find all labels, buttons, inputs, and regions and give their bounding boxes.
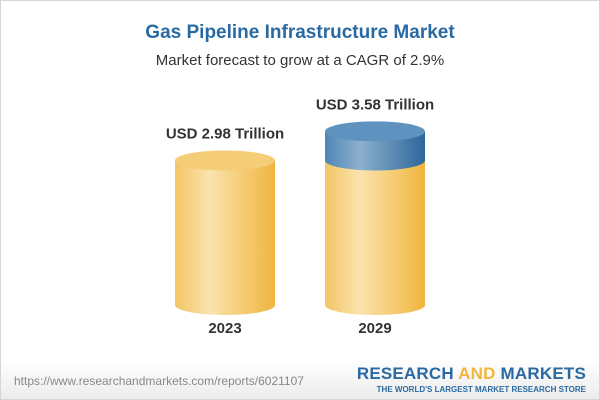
data-label: USD 3.58 Trillion (316, 96, 434, 113)
cylinder-body-2029 (325, 160, 425, 315)
source-url[interactable]: https://www.researchandmarkets.com/repor… (14, 374, 304, 388)
cylinder-top-2029 (325, 121, 425, 142)
chart-subtitle: Market forecast to grow at a CAGR of 2.9… (155, 52, 445, 69)
cylinder-top-2023 (175, 150, 275, 171)
chart-area: USD 2.98 Trillion 2023 USD 3.58 Trillion 20… (166, 96, 434, 337)
chart-title: Gas Pipeline Infrastructure Market (145, 22, 455, 43)
x-tick-label: 2029 (358, 320, 391, 337)
x-tick-label: 2023 (208, 320, 241, 337)
logo-tagline: THE WORLD'S LARGEST MARKET RESEARCH STOR… (376, 385, 586, 394)
logo: RESEARCH AND MARKETS THE WORLD'S LARGEST… (356, 364, 586, 394)
cylinder-increment-2029 (325, 131, 425, 171)
footer (1, 360, 599, 399)
data-label: USD 2.98 Trillion (166, 125, 284, 142)
cylinder-body-2023 (175, 160, 275, 315)
